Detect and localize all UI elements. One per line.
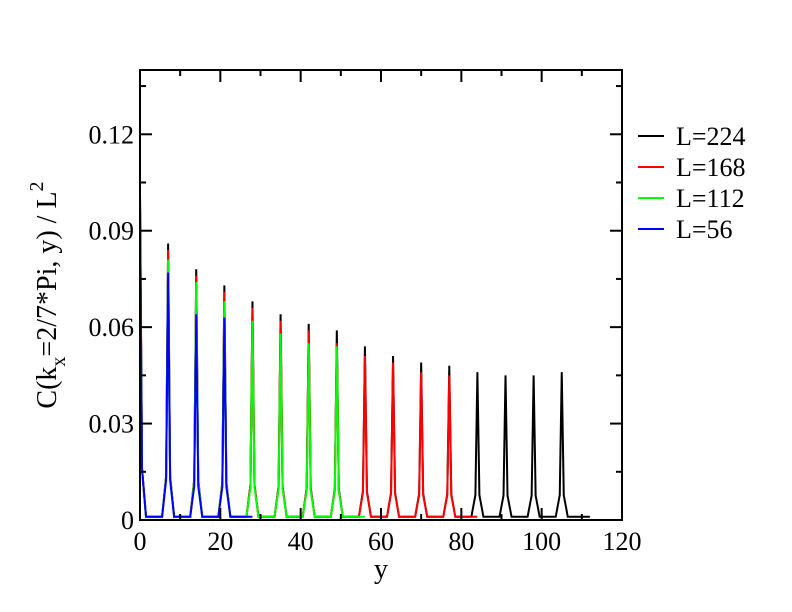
series-line xyxy=(139,208,365,518)
y-tick-label: 0.06 xyxy=(89,313,135,342)
x-tick-label: 120 xyxy=(603,527,642,556)
x-tick-label: 80 xyxy=(448,527,474,556)
series-line xyxy=(139,192,253,518)
axis-tick-labels: 0 20 40 60 80 100 120 0 0.03 0.06 0.09 0.12 xyxy=(89,120,642,556)
y-axis-label-subscript: x xyxy=(48,357,70,367)
y-tick-label: 0.09 xyxy=(89,217,135,246)
series-line xyxy=(139,201,478,518)
y-tick-label: 0.03 xyxy=(89,410,135,439)
y-axis-label-rest: =2/7*Pi, y) / L xyxy=(32,191,63,356)
legend-label: L=56 xyxy=(676,215,733,244)
plot-frame xyxy=(139,69,623,521)
plot-data-area xyxy=(139,192,590,518)
y-axis-label-main: C(k xyxy=(32,367,63,409)
x-tick-label: 20 xyxy=(207,527,233,556)
x-tick-label: 100 xyxy=(522,527,561,556)
legend-label: L=168 xyxy=(676,153,746,182)
x-tick-label: 40 xyxy=(288,527,314,556)
axis-ticks xyxy=(139,70,623,521)
x-tick-label: 0 xyxy=(134,527,147,556)
x-tick-label: 60 xyxy=(368,527,394,556)
y-tick-label: 0 xyxy=(121,506,134,535)
y-tick-label: 0.12 xyxy=(89,120,135,149)
y-axis-label-superscript: 2 xyxy=(26,181,48,191)
x-axis-label: y xyxy=(374,554,388,585)
legend-label: L=224 xyxy=(676,122,746,151)
y-axis-label: C(kx=2/7*Pi, y) / L2 xyxy=(26,181,70,408)
legend-label: L=112 xyxy=(676,184,745,213)
